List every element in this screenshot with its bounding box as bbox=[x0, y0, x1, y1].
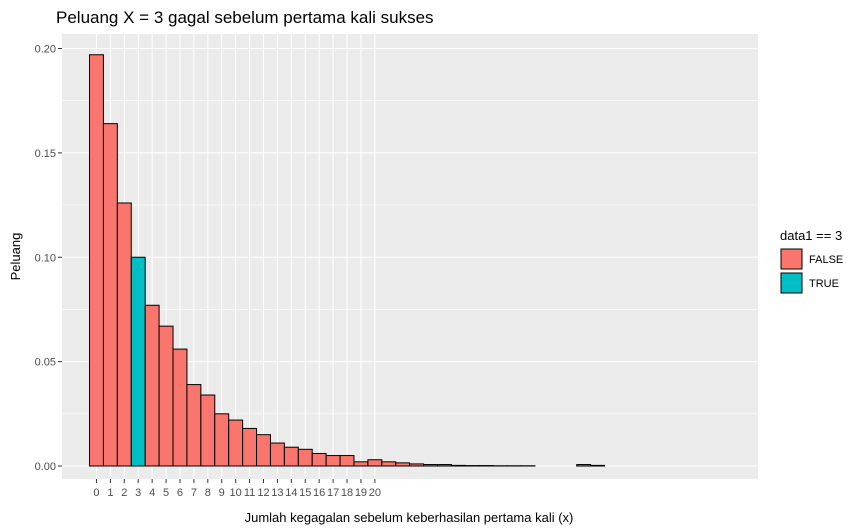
bar-x-10 bbox=[228, 419, 244, 467]
y-tick-label: 0.15 bbox=[35, 148, 56, 160]
x-tick-label: 9 bbox=[219, 487, 225, 499]
x-tick-label: 3 bbox=[135, 487, 141, 499]
bar-x-13 bbox=[269, 442, 285, 467]
bar-x-0 bbox=[89, 54, 104, 467]
x-tick-label: 12 bbox=[257, 487, 269, 499]
bar-x-17 bbox=[325, 455, 341, 467]
x-tick-label: 5 bbox=[163, 487, 169, 499]
y-axis: 0.00 0.05 0.10 0.15 0.20 bbox=[35, 44, 62, 473]
legend-label-true: TRUE bbox=[809, 278, 839, 290]
bar-x-22 bbox=[395, 462, 411, 467]
x-axis-title: Jumlah kegagalan sebelum keberhasilan pe… bbox=[245, 510, 574, 525]
bar-x-9 bbox=[214, 413, 230, 467]
bar-x-4 bbox=[144, 304, 160, 467]
bars bbox=[89, 54, 606, 467]
x-tick-label: 15 bbox=[299, 487, 311, 499]
y-tick-label: 0.05 bbox=[35, 357, 56, 369]
y-tick-label: 0.00 bbox=[35, 461, 56, 473]
x-tick-label: 14 bbox=[285, 487, 297, 499]
x-tick-label: 2 bbox=[121, 487, 127, 499]
x-tick-label: 11 bbox=[244, 487, 255, 499]
bar-x-19 bbox=[353, 461, 369, 467]
x-tick-label: 4 bbox=[149, 487, 155, 499]
x-tick-label: 13 bbox=[271, 487, 283, 499]
bar-x-7 bbox=[186, 384, 202, 467]
x-tick-label: 17 bbox=[327, 487, 339, 499]
x-tick-label: 1 bbox=[107, 487, 113, 499]
y-tick-label: 0.10 bbox=[35, 252, 56, 264]
x-axis: 0 1 2 3 4 5 6 7 8 9 10 11 12 13 14 15 16 17 18 19 20 bbox=[93, 479, 381, 499]
bar-x-15 bbox=[297, 448, 313, 467]
bar-x-24 bbox=[423, 464, 438, 467]
bar-x-21 bbox=[381, 461, 397, 467]
bar-x-11 bbox=[242, 427, 258, 467]
bar-x-26 bbox=[450, 464, 466, 467]
bar-x-25 bbox=[437, 464, 452, 467]
bar-x-18 bbox=[339, 455, 355, 467]
legend-key-true bbox=[780, 272, 803, 294]
bar-x-3 bbox=[130, 256, 146, 467]
bar-x-5 bbox=[158, 325, 174, 467]
bar-x-6 bbox=[172, 348, 188, 467]
bar-x-35 bbox=[576, 464, 592, 467]
legend: data1 == 3 FALSE TRUE bbox=[780, 228, 843, 294]
x-tick-label: 18 bbox=[341, 487, 353, 499]
legend-title: data1 == 3 bbox=[780, 228, 842, 243]
x-tick-label: 10 bbox=[230, 487, 242, 499]
bar-x-8 bbox=[200, 394, 216, 467]
bar-x-23 bbox=[409, 463, 425, 467]
y-tick-label: 0.20 bbox=[35, 44, 56, 56]
bar-x-12 bbox=[256, 434, 271, 467]
bar-x-1 bbox=[102, 123, 118, 467]
x-tick-label: 7 bbox=[191, 487, 197, 499]
legend-label-false: FALSE bbox=[809, 254, 843, 266]
x-tick-label: 8 bbox=[205, 487, 211, 499]
x-tick-label: 19 bbox=[355, 487, 367, 499]
bar-x-16 bbox=[311, 452, 327, 467]
x-tick-label: 6 bbox=[177, 487, 183, 499]
x-tick-label: 16 bbox=[313, 487, 325, 499]
legend-key-false bbox=[780, 248, 803, 270]
chart-title: Peluang X = 3 gagal sebelum pertama kali… bbox=[56, 8, 434, 27]
x-tick-label: 0 bbox=[93, 487, 99, 499]
bar-x-20 bbox=[367, 459, 383, 467]
bar-x-2 bbox=[116, 202, 132, 467]
y-axis-title: Peluang bbox=[8, 233, 23, 281]
bar-x-14 bbox=[283, 446, 299, 467]
bar-x-36 bbox=[590, 464, 606, 467]
x-tick-label: 20 bbox=[369, 487, 381, 499]
